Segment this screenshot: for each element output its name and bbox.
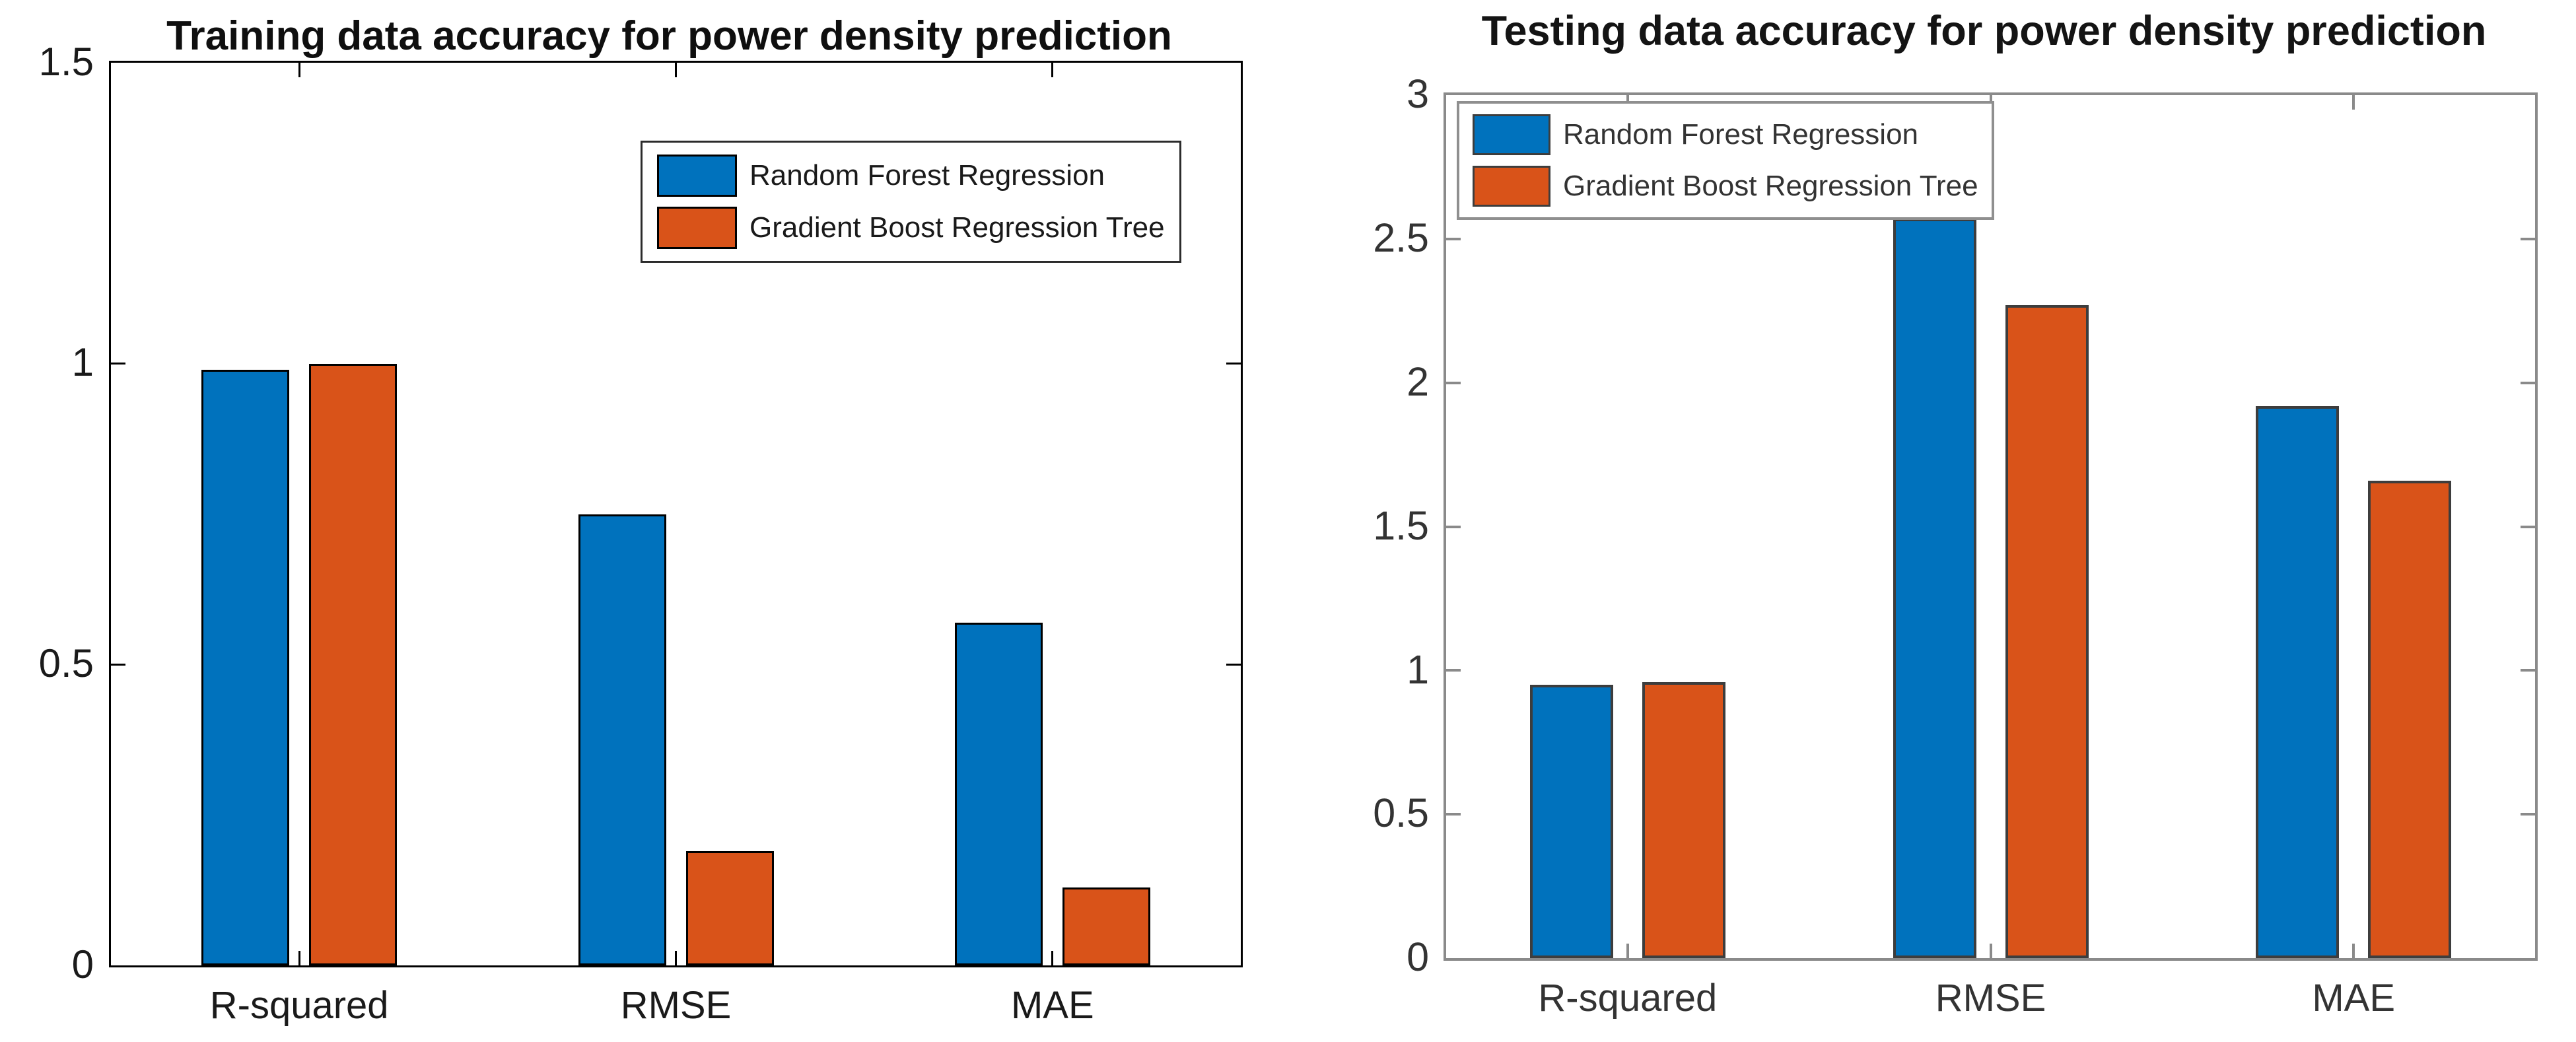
legend-label-gradient-boost: Gradient Boost Regression Tree: [1563, 170, 1978, 202]
x-tick-bottom-mae: [1051, 951, 1054, 965]
bar-training-rmse-random-forest-regression: [578, 514, 666, 965]
x-tick-label-mae: MAE: [2312, 977, 2395, 1020]
y-tick-left-1-5: [1446, 525, 1461, 528]
bar-training-rmse-gradient-boost-regression-tree: [685, 851, 774, 965]
legend-testing: Random Forest Regression Gradient Boost …: [1457, 101, 1994, 220]
x-tick-bottom-rmse: [675, 951, 677, 965]
y-tick-right-2-5: [2521, 237, 2535, 240]
x-tick-bottom-rmse: [1989, 944, 1992, 958]
bar-training-r-squared-random-forest-regression: [201, 369, 290, 965]
legend-item-random-forest: Random Forest Regression: [657, 155, 1165, 197]
y-tick-left-0-5: [111, 663, 125, 666]
bar-training-mae-random-forest-regression: [954, 622, 1043, 965]
chart-title-testing: Testing data accuracy for power density …: [1481, 8, 2487, 54]
x-tick-label-r-squared: R-squared: [1538, 977, 1718, 1020]
bar-testing-rmse-gradient-boost-regression-tree: [2005, 305, 2089, 958]
chart-testing: Testing data accuracy for power density …: [1288, 0, 2576, 1042]
x-tick-top-mae: [1051, 63, 1054, 77]
legend-training: Random Forest Regression Gradient Boost …: [641, 141, 1181, 263]
y-tick-left-0-5: [1446, 813, 1461, 816]
x-tick-bottom-r-squared: [298, 951, 300, 965]
x-tick-label-rmse: RMSE: [620, 984, 732, 1027]
x-tick-label-mae: MAE: [1010, 984, 1094, 1027]
y-tick-label-0: 0: [1407, 934, 1429, 980]
y-tick-label-1: 1: [71, 340, 94, 385]
bar-testing-r-squared-gradient-boost-regression-tree: [1642, 681, 1725, 958]
legend-swatch-random-forest: [657, 155, 737, 197]
y-tick-right-1: [2521, 669, 2535, 672]
x-tick-top-rmse: [675, 63, 677, 77]
plot-area-testing: Random Forest Regression Gradient Boost …: [1373, 74, 2538, 1018]
y-tick-label-1-5: 1.5: [1373, 503, 1429, 548]
y-tick-left-2: [1446, 381, 1461, 384]
bar-testing-mae-random-forest-regression: [2256, 405, 2340, 958]
y-tick-label-1-5: 1.5: [38, 39, 94, 84]
legend-item-gradient-boost: Gradient Boost Regression Tree: [657, 207, 1165, 249]
y-tick-label-0-5: 0.5: [38, 641, 94, 686]
x-tick-label-r-squared: R-squared: [209, 984, 389, 1027]
bar-testing-mae-gradient-boost-regression-tree: [2368, 480, 2452, 958]
bar-training-r-squared-gradient-boost-regression-tree: [309, 363, 398, 965]
y-tick-label-0-5: 0.5: [1373, 790, 1429, 836]
chart-title-training: Training data accuracy for power density…: [166, 13, 1172, 59]
legend-swatch-gradient-boost: [1473, 166, 1550, 207]
legend-label-random-forest: Random Forest Regression: [749, 159, 1105, 191]
legend-label-random-forest: Random Forest Regression: [1563, 118, 1919, 151]
y-tick-left-2-5: [1446, 237, 1461, 240]
y-tick-label-3: 3: [1407, 71, 1429, 117]
legend-swatch-gradient-boost: [657, 207, 737, 249]
y-tick-right-1: [1226, 363, 1241, 365]
y-tick-left-1: [111, 363, 125, 365]
y-tick-right-2: [2521, 381, 2535, 384]
y-tick-label-2: 2: [1407, 359, 1429, 404]
legend-swatch-random-forest: [1473, 114, 1550, 155]
chart-training: Training data accuracy for power density…: [39, 13, 1243, 1025]
x-tick-top-r-squared: [298, 63, 300, 77]
y-tick-right-0-5: [1226, 663, 1241, 666]
y-tick-right-0-5: [2521, 813, 2535, 816]
y-tick-left-1: [1446, 669, 1461, 672]
bar-testing-r-squared-random-forest-regression: [1529, 685, 1613, 958]
y-tick-label-1: 1: [1407, 646, 1429, 692]
x-tick-top-mae: [2352, 95, 2355, 110]
bar-testing-rmse-random-forest-regression: [1893, 219, 1976, 958]
legend-item-random-forest: Random Forest Regression: [1473, 114, 1978, 155]
x-tick-label-rmse: RMSE: [1935, 977, 2046, 1020]
legend-label-gradient-boost: Gradient Boost Regression Tree: [749, 211, 1165, 244]
legend-item-gradient-boost: Gradient Boost Regression Tree: [1473, 166, 1978, 207]
bar-training-mae-gradient-boost-regression-tree: [1062, 887, 1150, 965]
x-tick-bottom-mae: [2352, 944, 2355, 958]
y-tick-label-0: 0: [71, 942, 94, 987]
plot-area-training: Random Forest Regression Gradient Boost …: [39, 42, 1243, 1025]
x-tick-bottom-r-squared: [1626, 944, 1629, 958]
y-tick-right-1-5: [2521, 525, 2535, 528]
y-tick-label-2-5: 2.5: [1373, 215, 1429, 261]
